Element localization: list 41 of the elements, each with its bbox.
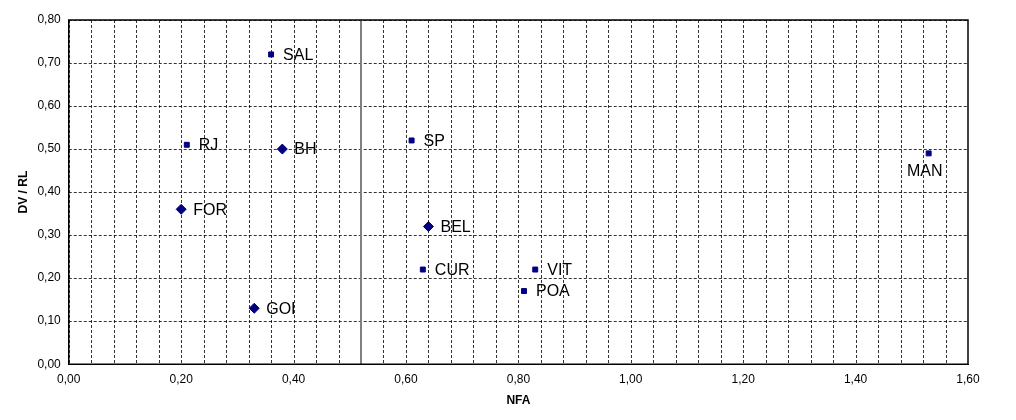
y-tick-label: 0,10: [37, 313, 62, 328]
annotation: GOI: [266, 299, 296, 317]
annotation: VIT: [547, 260, 573, 278]
x-tick-label: 0,80: [506, 371, 531, 386]
annotation: BEL: [440, 217, 471, 235]
x-tick-label: 0,20: [169, 371, 194, 386]
x-axis-title: NFA: [506, 393, 531, 408]
point: [276, 143, 288, 155]
y-tick-label: 0,80: [37, 12, 62, 27]
y-tick-label: 0,50: [37, 141, 62, 156]
y-axis-title: DV / RL: [15, 170, 30, 214]
annotation: SAL: [283, 45, 314, 63]
annotation: MAN: [906, 161, 943, 179]
point: [408, 137, 415, 144]
annotation: FOR: [193, 200, 227, 218]
annotation: RJ: [198, 136, 219, 154]
x-tick-label: 1,20: [731, 371, 756, 386]
y-tick-label: 0,40: [37, 184, 62, 199]
x-tick-label: 1,60: [956, 371, 980, 386]
point: [248, 302, 260, 314]
point: [532, 266, 539, 273]
y-tick-label: 0,60: [37, 98, 62, 113]
x-tick-label: 0,40: [281, 371, 306, 386]
y-tick-label: 0,20: [37, 270, 62, 285]
annotation: SP: [423, 131, 445, 149]
point: [183, 141, 190, 148]
x-tick-label: 0,60: [394, 371, 418, 386]
x-tick-label: 1,00: [619, 371, 643, 386]
y-tick-label: 0,00: [37, 356, 62, 371]
y-tick-label: 0,70: [37, 55, 62, 70]
x-tick-label: 0,00: [57, 371, 81, 386]
x-tick-label: 1,40: [843, 371, 868, 386]
point: [422, 221, 434, 233]
point: [925, 150, 932, 157]
point: [521, 288, 527, 295]
annotation: POA: [536, 282, 571, 300]
point: [419, 266, 426, 273]
y-tick-label: 0,30: [37, 227, 62, 242]
annotation: CUR: [434, 260, 470, 278]
point: [268, 51, 275, 58]
point: [175, 203, 187, 215]
